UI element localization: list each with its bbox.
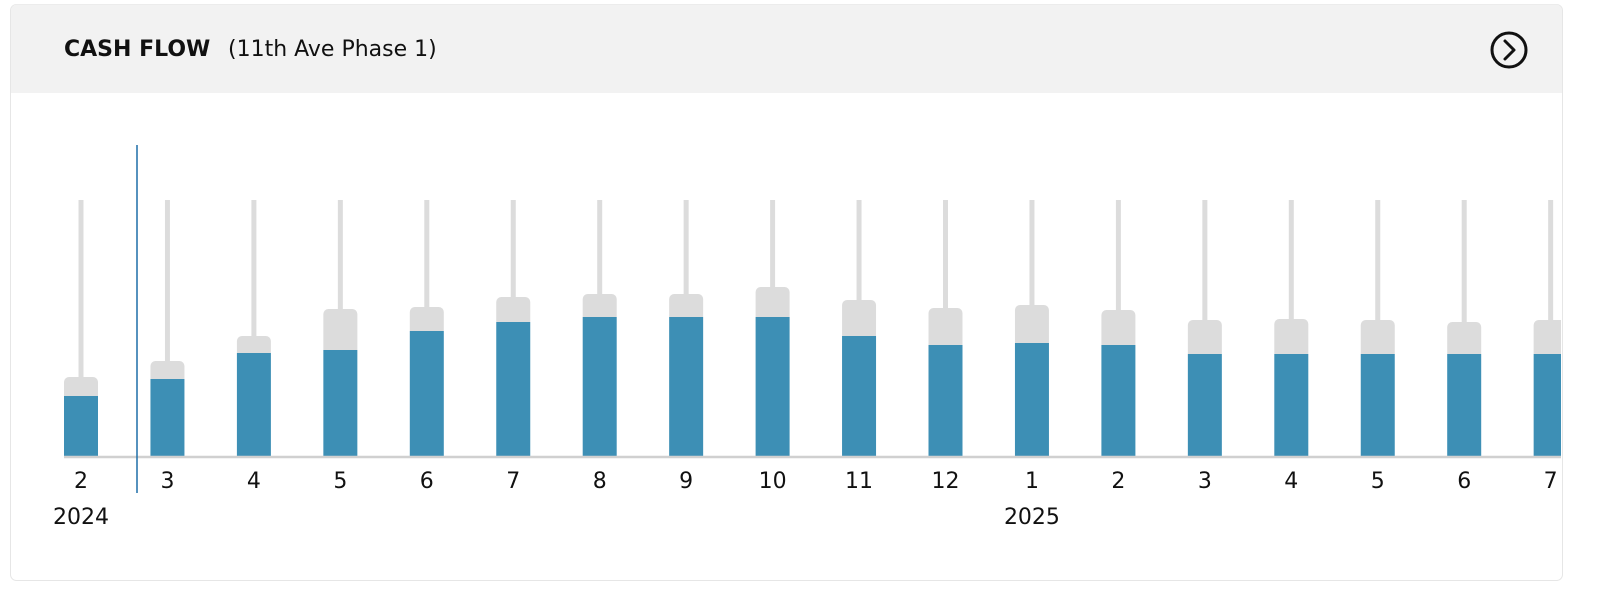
- open-button[interactable]: [1490, 31, 1528, 69]
- x-tick-label: 3: [160, 469, 174, 494]
- header: [11, 4, 1562, 94]
- x-tick-label: 6: [1457, 469, 1471, 494]
- x-tick-label: 5: [333, 469, 347, 494]
- bar-segment: [755, 287, 790, 317]
- bar-segment: [669, 294, 704, 317]
- bar-segment: [582, 294, 617, 317]
- bar-segment: [1447, 354, 1482, 456]
- bar-segment: [755, 317, 790, 456]
- x-tick-label: 10: [759, 469, 787, 494]
- bar-segment: [669, 317, 704, 456]
- bar-segment: [1101, 310, 1136, 345]
- bar-segment: [323, 309, 358, 350]
- bar-segment: [1360, 320, 1395, 354]
- bar-segment: [1101, 345, 1136, 456]
- x-tick-label: 2: [1111, 469, 1125, 494]
- bar-segment: [323, 350, 358, 456]
- chart-title: CASH FLOW: [64, 37, 210, 62]
- bar-segment: [928, 308, 963, 345]
- x-tick-label: 6: [420, 469, 434, 494]
- chart-subtitle: (11th Ave Phase 1): [228, 37, 437, 62]
- bar-segment: [1014, 305, 1049, 343]
- bar-segment: [842, 336, 877, 456]
- bar-segment: [496, 297, 531, 322]
- x-tick-label: 12: [932, 469, 960, 494]
- track: [251, 200, 257, 456]
- bar-segment: [64, 377, 98, 396]
- x-tick-label: 1: [1025, 469, 1039, 494]
- x-tick-label: 11: [845, 469, 873, 494]
- bar-segment: [236, 336, 271, 353]
- bar-segment: [409, 331, 444, 456]
- bar-segment: [409, 307, 444, 331]
- x-tick-label: 7: [506, 469, 520, 494]
- bar-segment: [1533, 320, 1561, 354]
- bar-segment: [1274, 354, 1309, 456]
- bar-segment: [1187, 354, 1222, 456]
- x-tick-label: 5: [1371, 469, 1385, 494]
- bar-segment: [1014, 343, 1049, 456]
- x-tick-label: 9: [679, 469, 693, 494]
- track: [78, 200, 84, 456]
- bar-segment: [1274, 319, 1309, 354]
- bar-segment: [582, 317, 617, 456]
- bar-segment: [1447, 322, 1482, 354]
- year-label: 2025: [1004, 505, 1060, 530]
- x-tick-label: 4: [1284, 469, 1298, 494]
- year-label: 2024: [53, 505, 109, 530]
- bar-segment: [236, 353, 271, 456]
- x-tick-label: 4: [247, 469, 261, 494]
- bar-segment: [1360, 354, 1395, 456]
- track: [164, 200, 170, 456]
- bar-segment: [1187, 320, 1222, 354]
- bar-segment: [842, 300, 877, 336]
- bar-segment: [1533, 354, 1561, 456]
- bar-segment: [928, 345, 963, 456]
- x-tick-label: 8: [593, 469, 607, 494]
- bar-segment: [496, 322, 531, 456]
- x-tick-label: 2: [74, 469, 88, 494]
- bar-segment: [150, 379, 185, 456]
- x-tick-label: 7: [1544, 469, 1558, 494]
- bar-segment: [150, 361, 185, 379]
- plot: [64, 200, 1561, 459]
- x-tick-label: 3: [1198, 469, 1212, 494]
- bar-segment: [64, 396, 98, 456]
